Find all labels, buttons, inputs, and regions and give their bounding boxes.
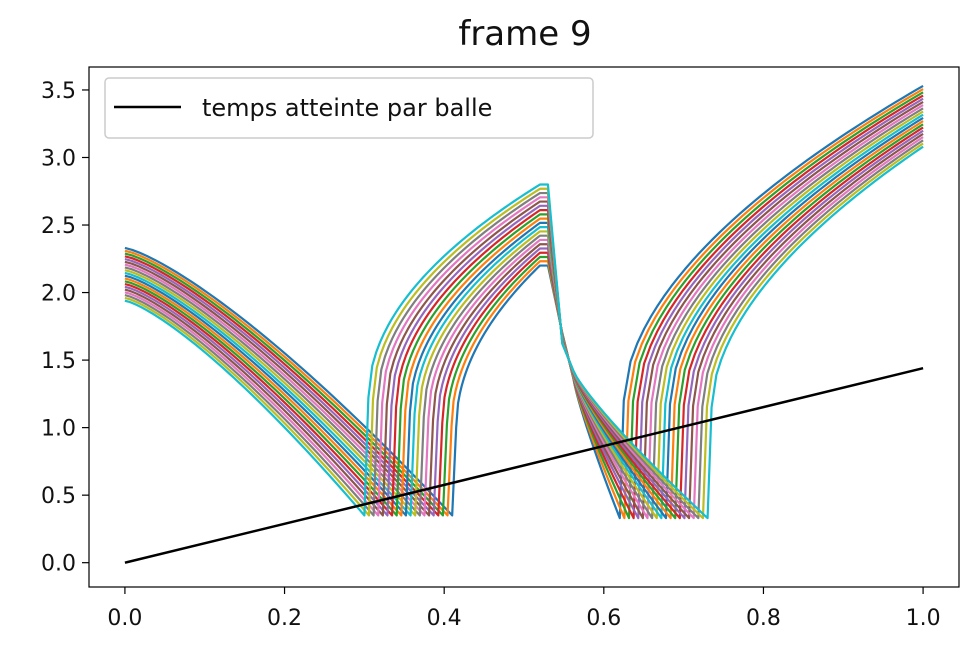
x-tick-label: 0.2 <box>267 606 302 631</box>
y-tick-label: 3.5 <box>41 79 76 104</box>
curve-family <box>124 84 924 520</box>
y-tick-label: 1.0 <box>41 417 76 442</box>
x-tick-label: 0.0 <box>107 606 142 631</box>
curve-line <box>124 145 924 520</box>
reference-line-layer <box>124 366 924 564</box>
y-tick-label: 2.5 <box>41 214 76 239</box>
plot-frame <box>88 66 960 588</box>
chart-title: frame 9 <box>458 14 591 54</box>
x-tick-label: 0.4 <box>427 606 462 631</box>
legend: temps atteinte par balle <box>104 77 594 139</box>
x-tick-label: 0.8 <box>746 606 781 631</box>
x-tick-label: 1.0 <box>906 606 941 631</box>
y-tick-label: 3.0 <box>41 146 76 171</box>
legend-label: temps atteinte par balle <box>202 94 492 122</box>
x-tick-label: 0.6 <box>586 606 621 631</box>
y-tick-label: 0.0 <box>41 552 76 577</box>
reference-line <box>124 366 924 564</box>
x-axis: 0.0 0.2 0.4 0.6 0.8 1.0 <box>107 587 941 631</box>
legend-box <box>104 77 594 139</box>
y-tick-label: 2.0 <box>41 282 76 307</box>
y-tick-label: 1.5 <box>41 349 76 374</box>
y-tick-label: 0.5 <box>41 484 76 509</box>
y-axis: 0.0 0.5 1.0 1.5 2.0 2.5 3.0 3.5 <box>41 79 89 577</box>
